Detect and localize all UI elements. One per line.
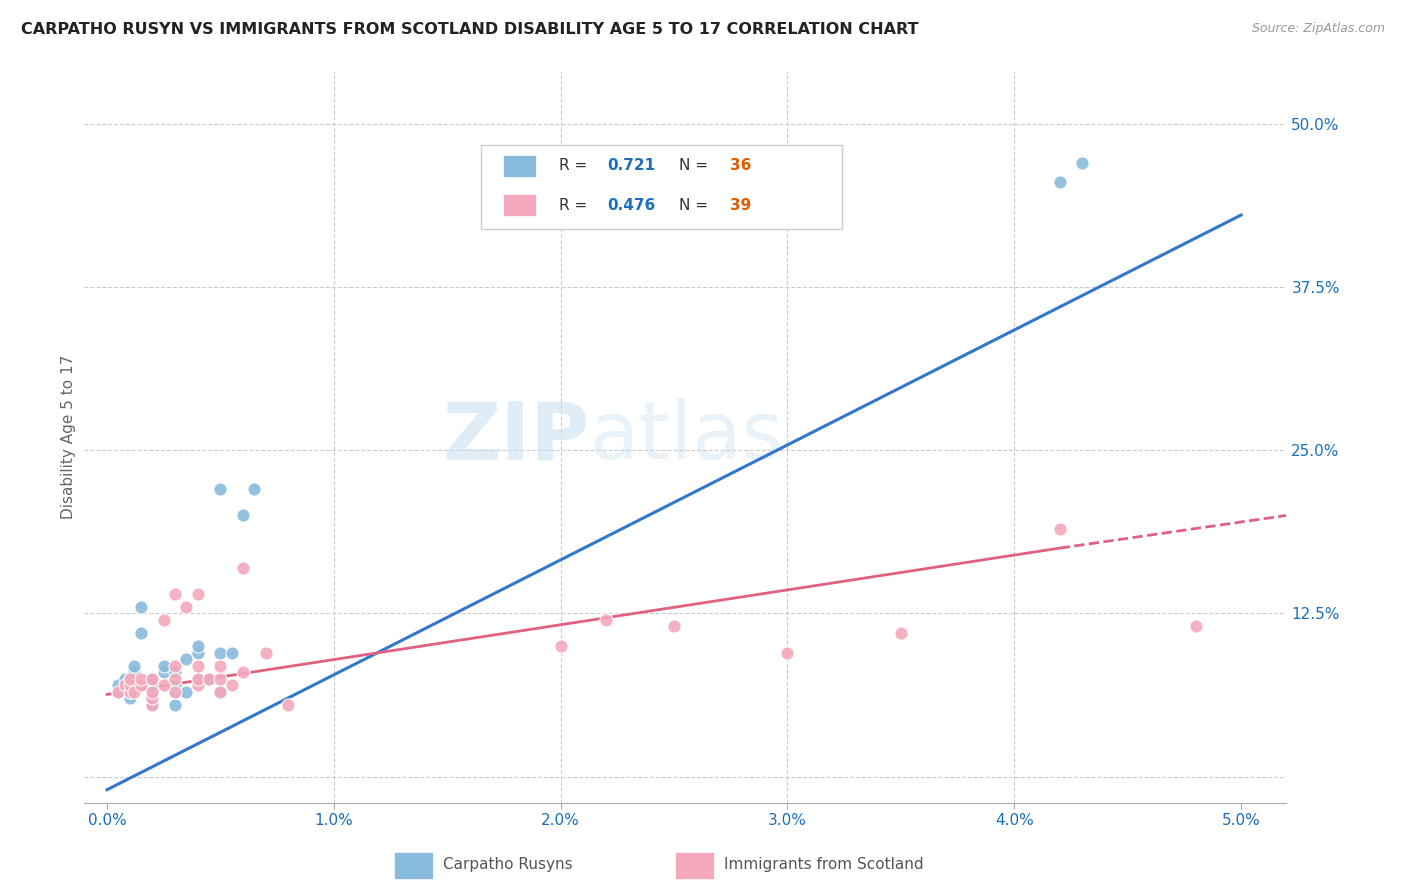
- Point: [176, 599, 198, 614]
- Point: [141, 672, 163, 686]
- Text: R =: R =: [560, 158, 592, 173]
- Point: [122, 685, 145, 699]
- Text: Source: ZipAtlas.com: Source: ZipAtlas.com: [1251, 22, 1385, 36]
- Point: [122, 665, 145, 680]
- Point: [209, 483, 232, 497]
- Point: [187, 646, 209, 660]
- Point: [165, 587, 187, 601]
- Text: Immigrants from Scotland: Immigrants from Scotland: [724, 857, 924, 871]
- Point: [277, 698, 299, 712]
- Point: [1049, 175, 1071, 189]
- Point: [176, 652, 198, 666]
- Point: [165, 685, 187, 699]
- Point: [152, 665, 174, 680]
- Y-axis label: Disability Age 5 to 17: Disability Age 5 to 17: [60, 355, 76, 519]
- Point: [176, 685, 198, 699]
- Point: [118, 678, 141, 692]
- Point: [107, 678, 129, 692]
- Point: [141, 678, 163, 692]
- Point: [165, 658, 187, 673]
- Point: [114, 672, 136, 686]
- Point: [129, 672, 152, 686]
- Point: [165, 672, 187, 686]
- Point: [209, 685, 232, 699]
- FancyBboxPatch shape: [481, 145, 842, 228]
- Point: [187, 587, 209, 601]
- Point: [232, 560, 254, 574]
- Point: [118, 678, 141, 692]
- Point: [209, 672, 232, 686]
- Point: [141, 685, 163, 699]
- FancyBboxPatch shape: [503, 154, 536, 177]
- Point: [187, 678, 209, 692]
- Point: [107, 685, 129, 699]
- Point: [141, 698, 163, 712]
- Text: 0.721: 0.721: [607, 158, 655, 173]
- Point: [254, 646, 277, 660]
- Point: [221, 646, 243, 660]
- Text: N =: N =: [679, 198, 713, 212]
- Point: [187, 672, 209, 686]
- Point: [209, 685, 232, 699]
- Point: [165, 698, 187, 712]
- Text: R =: R =: [560, 198, 592, 212]
- Point: [232, 665, 254, 680]
- Point: [129, 678, 152, 692]
- Point: [1184, 619, 1206, 633]
- Point: [118, 672, 141, 686]
- Point: [129, 626, 152, 640]
- Point: [221, 678, 243, 692]
- Point: [118, 685, 141, 699]
- Point: [232, 508, 254, 523]
- Text: ZIP: ZIP: [441, 398, 589, 476]
- Point: [890, 626, 912, 640]
- Point: [141, 691, 163, 706]
- Point: [187, 639, 209, 653]
- Text: 39: 39: [730, 198, 751, 212]
- Point: [129, 599, 152, 614]
- Point: [141, 672, 163, 686]
- Point: [141, 691, 163, 706]
- Point: [152, 613, 174, 627]
- Point: [122, 658, 145, 673]
- Text: N =: N =: [679, 158, 713, 173]
- Text: atlas: atlas: [589, 398, 783, 476]
- Point: [152, 678, 174, 692]
- Point: [198, 672, 221, 686]
- Point: [141, 698, 163, 712]
- Point: [187, 672, 209, 686]
- Point: [118, 672, 141, 686]
- Text: 0.476: 0.476: [607, 198, 655, 212]
- Point: [1071, 156, 1094, 170]
- Point: [141, 685, 163, 699]
- Point: [209, 658, 232, 673]
- Point: [595, 613, 617, 627]
- Point: [114, 678, 136, 692]
- Point: [1049, 521, 1071, 535]
- Point: [198, 672, 221, 686]
- Point: [243, 483, 266, 497]
- Point: [118, 685, 141, 699]
- Point: [187, 658, 209, 673]
- Point: [107, 685, 129, 699]
- Point: [662, 619, 685, 633]
- Text: CARPATHO RUSYN VS IMMIGRANTS FROM SCOTLAND DISABILITY AGE 5 TO 17 CORRELATION CH: CARPATHO RUSYN VS IMMIGRANTS FROM SCOTLA…: [21, 22, 918, 37]
- Point: [118, 691, 141, 706]
- Text: Carpatho Rusyns: Carpatho Rusyns: [443, 857, 572, 871]
- Point: [776, 646, 799, 660]
- Point: [165, 665, 187, 680]
- Text: 36: 36: [730, 158, 751, 173]
- Point: [152, 658, 174, 673]
- Point: [550, 639, 572, 653]
- Point: [165, 685, 187, 699]
- Point: [209, 646, 232, 660]
- Point: [165, 678, 187, 692]
- FancyBboxPatch shape: [503, 194, 536, 216]
